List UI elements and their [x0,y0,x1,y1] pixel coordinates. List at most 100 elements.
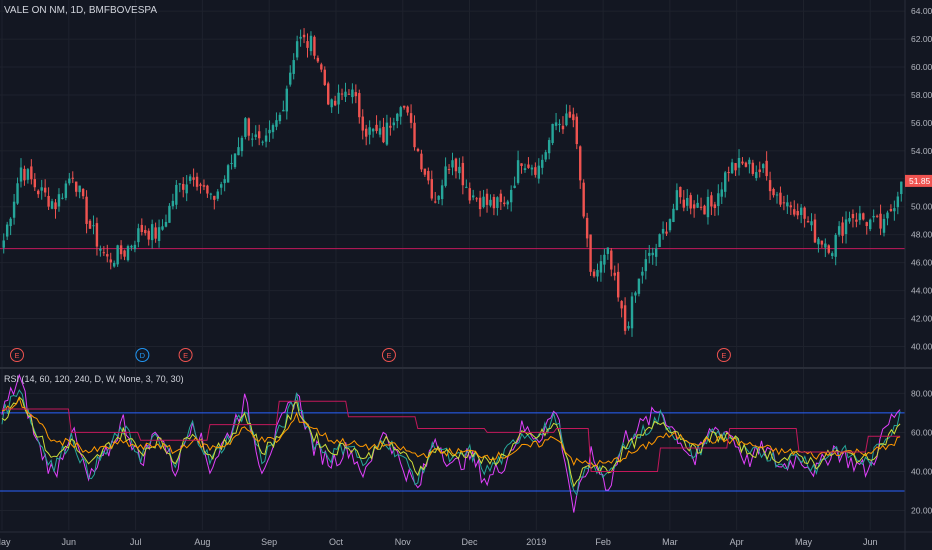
event-marker-label: D [140,351,146,360]
candle-body [275,120,278,127]
candle-body [206,185,209,194]
candle-body [458,166,461,174]
candle-body [182,183,185,190]
candle-body [30,166,33,180]
candle-body [88,220,92,229]
candle-body [599,261,603,273]
candle-body [361,116,364,131]
candle-body [503,202,506,205]
candle-body [47,195,50,207]
candle-body [437,195,440,200]
candle-body [513,185,516,188]
candle-body [506,201,509,205]
candle-body [140,224,144,232]
event-marker-label: E [14,351,19,360]
candle-body [485,193,489,205]
candle-body [627,325,630,329]
candle-body [592,271,596,277]
candle-body [820,240,824,245]
candle-body [213,195,216,200]
candle-body [178,183,181,185]
y-tick-label: 56.00 [911,118,932,128]
candle-body [371,128,375,132]
rsi-line [1,396,901,467]
x-tick-label: 2019 [526,537,546,547]
candle-body [78,185,81,193]
candle-body [875,215,879,217]
y-tick-label: 62.00 [911,34,932,44]
candle-body [530,167,534,170]
candle-body [610,250,613,270]
candle-body [831,253,834,256]
candle-body [278,114,282,122]
x-tick-label: Oct [329,537,344,547]
candle-body [789,205,793,208]
candle-body [761,164,765,169]
rsi-line [1,389,901,497]
candle-body [827,245,830,253]
candle-body [686,197,689,206]
candle-body [126,246,130,261]
candle-body [220,184,223,188]
y-tick-label: 40.00 [911,341,932,351]
candle-body [692,204,696,209]
candle-body [316,57,320,62]
candle-body [147,230,150,240]
candle-body [858,213,862,221]
candle-body [402,105,406,108]
candle-body [534,167,537,175]
candle-body [289,72,292,85]
candle-body [741,161,744,164]
candle-body [61,197,64,199]
candle-body [244,118,247,137]
candle-body [886,212,889,219]
candle-body [327,83,330,105]
candle-body [254,134,257,137]
candle-body [271,125,275,133]
candle-body [64,183,68,198]
candle-body [12,201,16,218]
candle-body [5,224,9,237]
candle-body [399,107,402,117]
candle-body [168,205,171,223]
candle-body [185,184,188,194]
y-tick-label: 50.00 [911,202,932,212]
candle-body [799,207,803,216]
candle-body [793,209,796,215]
candle-body [568,111,572,118]
x-tick-label: Feb [595,537,611,547]
candle-body [230,163,233,165]
candle-body [786,202,789,207]
candle-body [575,116,578,145]
candle-body [85,196,88,224]
candle-body [385,122,389,145]
candle-body [837,226,841,235]
x-tick-label: Sep [261,537,277,547]
candle-body [630,296,634,329]
candle-body [527,164,530,168]
candle-body [157,227,161,241]
candle-body [292,60,295,74]
candle-body [161,226,164,230]
candle-body [81,188,85,197]
candle-body [896,196,900,208]
candle-body [641,271,644,276]
candle-body [340,93,344,95]
candle-body [368,127,371,135]
candle-body [323,69,326,85]
candle-body [496,197,499,208]
candle-body [834,234,837,257]
candle-body [54,202,57,210]
candle-body [803,207,806,219]
candle-body [199,184,202,186]
candle-body [755,172,758,179]
candle-body [703,205,706,215]
y-tick-label: 64.00 [911,6,932,16]
candle-body [851,213,855,219]
y-tick-label: 54.00 [911,146,932,156]
candle-body [285,88,289,112]
candle-body [900,181,903,195]
candle-body [637,278,641,294]
candle-body [672,208,675,222]
candle-body [682,199,685,208]
